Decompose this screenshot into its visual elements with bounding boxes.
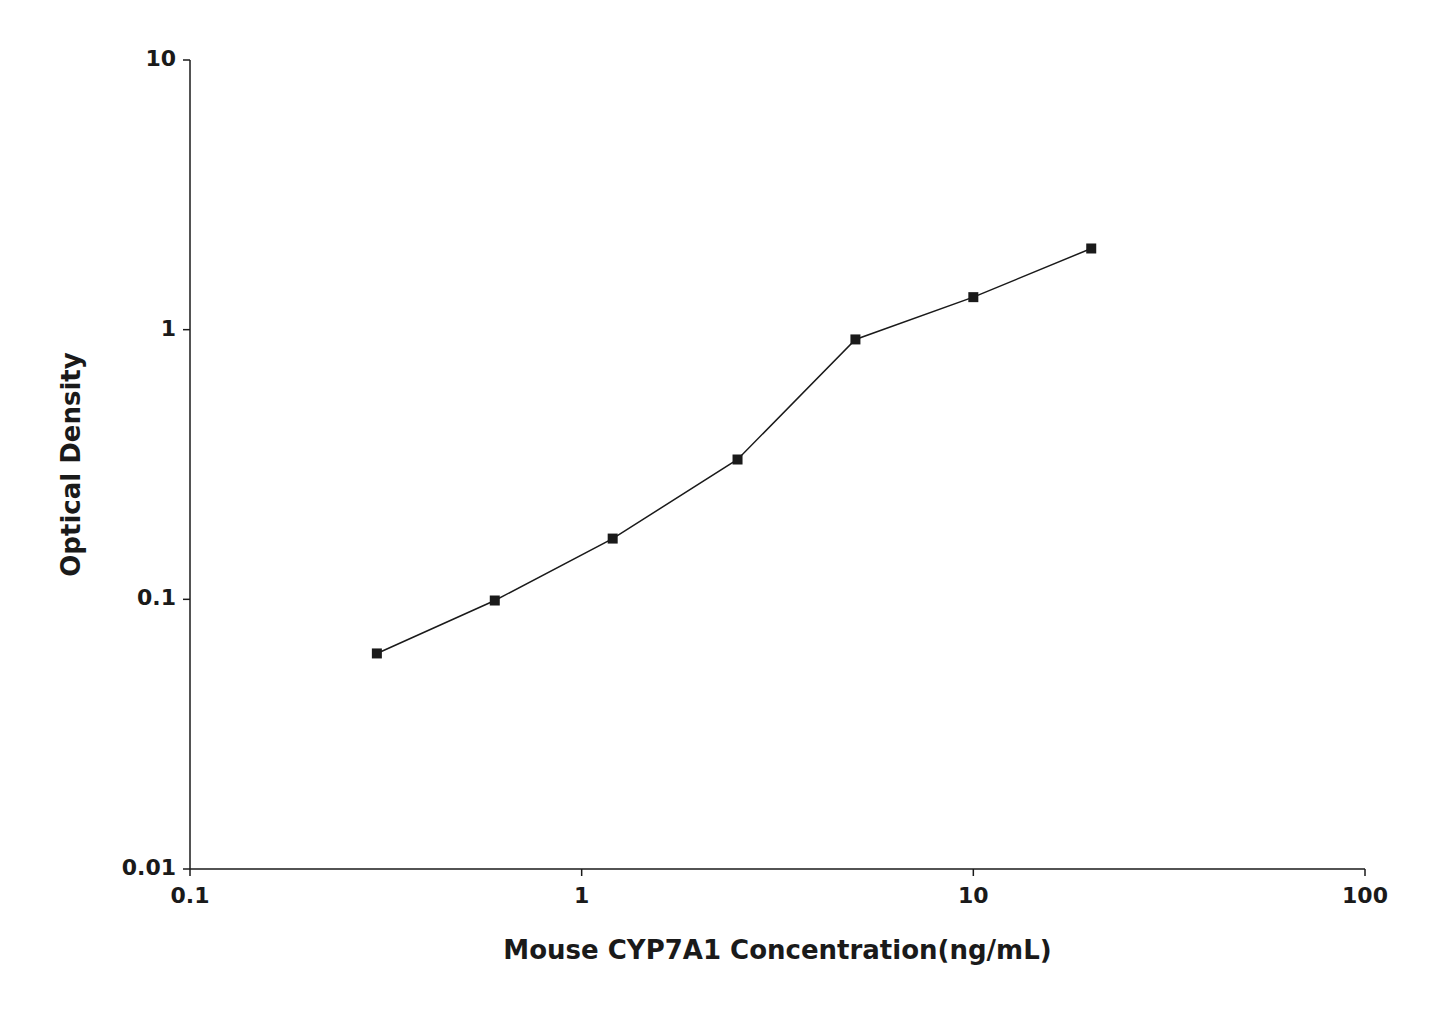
y-tick: [183, 59, 190, 61]
data-marker: [608, 534, 618, 544]
y-tick-label: 10: [145, 46, 176, 71]
x-tick-label: 10: [958, 883, 989, 908]
chart: 0.1 1 10 100 0.01 0.1 1 10 Mouse CYP7A1 Concentr…: [0, 0, 1445, 1009]
y-tick: [183, 868, 190, 870]
data-marker: [490, 596, 500, 606]
x-tick: [1364, 869, 1366, 876]
y-tick: [183, 599, 190, 601]
data-marker: [733, 455, 743, 465]
plot-area: [372, 243, 1096, 658]
x-tick-label: 0.1: [171, 883, 210, 908]
data-marker: [372, 648, 382, 658]
data-line: [377, 248, 1091, 653]
y-axis-line: [189, 60, 191, 869]
x-axis-label: Mouse CYP7A1 Concentration(ng/mL): [503, 935, 1051, 965]
chart-container: 0.1 1 10 100 0.01 0.1 1 10 Mouse CYP7A1 Concentr…: [0, 0, 1445, 1009]
data-marker: [1086, 243, 1096, 253]
data-marker: [968, 292, 978, 302]
y-tick-label: 0.01: [122, 855, 176, 880]
x-tick-label: 1: [574, 883, 589, 908]
x-tick-label: 100: [1342, 883, 1388, 908]
y-axis-label: Optical Density: [56, 352, 86, 577]
data-marker: [850, 334, 860, 344]
y-tick-label: 1: [161, 316, 176, 341]
x-tick: [189, 869, 191, 876]
y-tick-label: 0.1: [137, 585, 176, 610]
y-tick: [183, 329, 190, 331]
x-axis-line: [190, 868, 1365, 870]
x-tick: [581, 869, 583, 876]
x-tick: [973, 869, 975, 876]
